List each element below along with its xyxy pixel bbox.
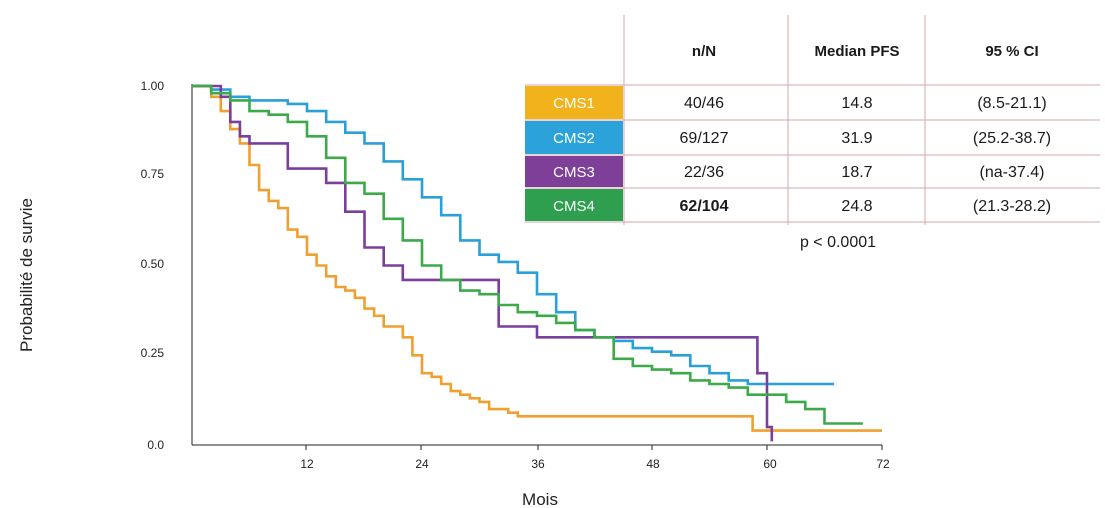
cell-median: 24.8 — [841, 198, 872, 215]
legend-label-cms2: CMS2 — [553, 130, 595, 147]
series-line-cms4 — [192, 84, 863, 425]
table-header-median: Median PFS — [814, 43, 899, 60]
series-line-cms2 — [192, 84, 835, 386]
results-table — [525, 15, 1100, 225]
table-header-n: n/N — [692, 43, 716, 60]
legend-swatch-cms4 — [525, 189, 623, 221]
cell-n: 22/36 — [684, 164, 724, 181]
x-tick-label: 60 — [763, 457, 777, 471]
p-value: p < 0.0001 — [800, 234, 876, 251]
legend-swatch-cms3 — [525, 156, 623, 187]
cell-n: 69/127 — [680, 130, 729, 147]
x-tick-label: 48 — [646, 457, 660, 471]
y-tick-label: 0.75 — [141, 167, 165, 181]
legend-swatch-cms1 — [525, 86, 623, 119]
legend-swatch-cms2 — [525, 121, 623, 154]
survival-curves — [192, 84, 882, 442]
y-tick-label: 0.50 — [141, 257, 165, 271]
y-tick-label: 0.25 — [141, 346, 165, 360]
legend-label-cms3: CMS3 — [553, 164, 595, 181]
x-tick-label: 36 — [531, 457, 545, 471]
x-axis-title: Mois — [522, 490, 558, 508]
cell-median: 31.9 — [841, 130, 872, 147]
cell-ci: (25.2-38.7) — [973, 130, 1051, 147]
cell-median: 18.7 — [841, 164, 872, 181]
table-header-ci: 95 % CI — [985, 43, 1038, 60]
series-line-cms1 — [192, 84, 882, 432]
cell-n: 62/104 — [680, 198, 729, 215]
cell-ci: (na-37.4) — [980, 164, 1045, 181]
cell-ci: (8.5-21.1) — [977, 95, 1046, 112]
series-line-cms3 — [192, 84, 774, 442]
cell-ci: (21.3-28.2) — [973, 198, 1051, 215]
x-tick-label: 72 — [876, 457, 890, 471]
x-tick-label: 24 — [415, 457, 429, 471]
y-axis-title: Probabilité de survie — [17, 198, 36, 352]
x-tick-label: 12 — [300, 457, 314, 471]
legend-label-cms4: CMS4 — [553, 198, 595, 215]
cell-n: 40/46 — [684, 95, 724, 112]
cell-median: 14.8 — [841, 95, 872, 112]
y-tick-label: 0.0 — [147, 438, 164, 452]
legend-label-cms1: CMS1 — [553, 95, 595, 112]
y-tick-label: 1.00 — [141, 79, 165, 93]
